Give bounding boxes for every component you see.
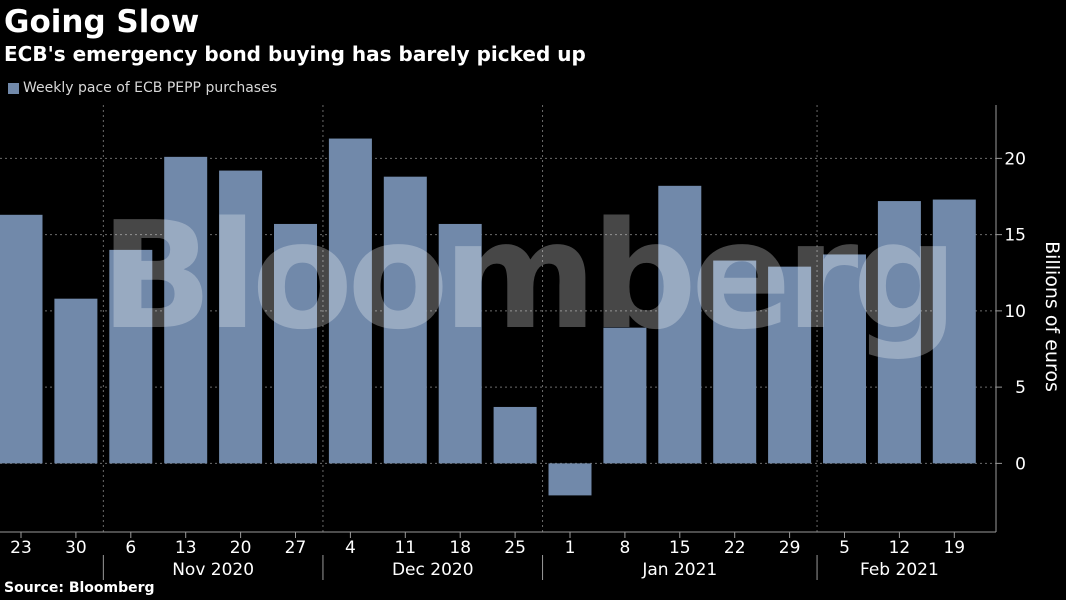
bar — [603, 327, 647, 464]
x-tick-label: 1 — [565, 538, 576, 558]
x-tick-label: 5 — [839, 538, 850, 558]
bar — [109, 249, 153, 464]
bar — [548, 463, 592, 496]
x-tick-label: 19 — [943, 538, 965, 558]
bar — [932, 199, 976, 464]
bar — [768, 266, 812, 464]
x-tick-label: 25 — [504, 538, 526, 558]
legend: Weekly pace of ECB PEPP purchases — [8, 80, 277, 96]
bar — [877, 201, 921, 464]
x-tick-label: 6 — [125, 538, 136, 558]
x-tick-label: 15 — [669, 538, 691, 558]
x-tick-label: 12 — [889, 538, 911, 558]
bar — [0, 214, 43, 464]
y-tick-label: 10 — [1004, 302, 1026, 322]
x-tick-label: 20 — [230, 538, 252, 558]
y-axis-label: Billions of euros — [1041, 241, 1063, 392]
x-tick-label: 23 — [10, 538, 32, 558]
x-tick-label: 11 — [394, 538, 416, 558]
bar — [274, 223, 317, 464]
x-tick-label: 22 — [724, 538, 746, 558]
bar — [438, 223, 482, 464]
x-month-label: Dec 2020 — [392, 560, 474, 580]
x-tick-label: 30 — [65, 538, 87, 558]
x-month-label: Jan 2021 — [641, 560, 717, 580]
bar — [164, 156, 208, 464]
x-tick-label: 18 — [449, 538, 471, 558]
bar — [219, 170, 263, 464]
bar — [658, 185, 702, 464]
y-tick-label: 15 — [1004, 226, 1026, 246]
x-tick-label: 4 — [345, 538, 356, 558]
y-tick-label: 20 — [1004, 149, 1026, 169]
x-tick-label: 13 — [175, 538, 197, 558]
bar — [54, 298, 98, 464]
x-month-label: Feb 2021 — [860, 560, 939, 580]
y-tick-label: 5 — [1015, 378, 1026, 398]
x-tick-label: 27 — [285, 538, 307, 558]
x-tick-label: 8 — [619, 538, 630, 558]
x-tick-label: 29 — [779, 538, 801, 558]
bar — [328, 138, 372, 464]
x-month-label: Nov 2020 — [172, 560, 254, 580]
chart-title: Going Slow — [4, 4, 200, 40]
legend-swatch — [8, 82, 19, 94]
bar — [493, 406, 537, 464]
source-note: Source: Bloomberg — [4, 580, 155, 596]
y-tick-label: 0 — [1015, 454, 1026, 474]
bar — [823, 254, 866, 464]
chart-subtitle: ECB's emergency bond buying has barely p… — [4, 42, 586, 66]
bar — [713, 260, 757, 464]
legend-label: Weekly pace of ECB PEPP purchases — [23, 80, 278, 96]
bar — [383, 176, 427, 464]
